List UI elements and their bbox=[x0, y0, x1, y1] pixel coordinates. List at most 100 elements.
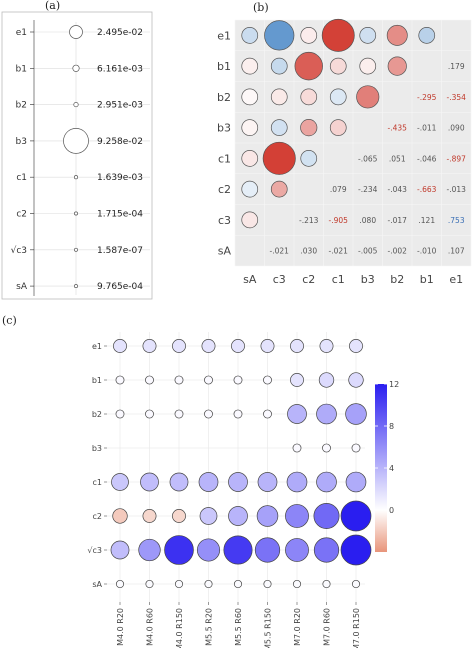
panel-a-row-label: b3 bbox=[16, 137, 27, 147]
panel-c-circle bbox=[110, 540, 130, 560]
panel-b-col-label: b3 bbox=[361, 273, 375, 286]
panel-c-circle bbox=[174, 579, 184, 589]
panel-c-col-label: M7.0 R150 bbox=[352, 608, 361, 648]
panel-c-circle bbox=[196, 538, 221, 562]
panel-b-value: .090 bbox=[448, 124, 465, 133]
panel-a-row-label: b2 bbox=[16, 101, 27, 111]
panel-c-colorbar-label: 8 bbox=[389, 422, 394, 431]
panel-c-circle bbox=[319, 339, 334, 353]
panel-c-circle bbox=[263, 409, 272, 419]
panel-b-value: -.021 bbox=[270, 247, 290, 256]
panel-c-colorbar-label: 12 bbox=[389, 380, 399, 389]
panel-a-value-label: 2.495e-02 bbox=[97, 28, 143, 38]
panel-c-row-label: e1 bbox=[92, 342, 102, 351]
panel-c-circle bbox=[349, 339, 363, 353]
panel-b-col-label: e1 bbox=[449, 273, 463, 286]
panel-c-row-label: c2 bbox=[93, 512, 103, 521]
panel-c: (c) e1 b1 b2 b3 c1 c2 √c3 sA M4.0 R20 M4.0 R60 M4.0… bbox=[2, 314, 399, 648]
panel-c-circle bbox=[201, 339, 216, 353]
panel-b-row-label: c3 bbox=[218, 214, 231, 227]
panel-b-col-label: b1 bbox=[420, 273, 434, 286]
panel-b-value: .030 bbox=[300, 247, 317, 256]
panel-c-circle bbox=[313, 503, 340, 529]
panel-c-circle bbox=[263, 375, 272, 385]
panel-b-circle bbox=[262, 141, 296, 175]
panel-b-value: -.005 bbox=[358, 247, 378, 256]
panel-b: (b) e1 b1 .179 b2 -.295 -.354 b3 -.435 -.011 .090 c… bbox=[217, 1, 472, 286]
panel-b-row-label: c2 bbox=[218, 183, 231, 196]
panel-c-circle bbox=[313, 537, 340, 563]
panel-c-row-label: √c3 bbox=[87, 546, 102, 555]
panel-c-col-label: M7.0 R20 bbox=[293, 608, 302, 646]
panel-a-value-label: 6.161e-03 bbox=[97, 64, 143, 74]
panel-c-circle bbox=[290, 373, 304, 387]
panel-c-circle bbox=[111, 473, 129, 491]
panel-b-value: -.065 bbox=[358, 154, 378, 163]
panel-b-circle bbox=[359, 57, 377, 75]
panel-c-circle bbox=[292, 579, 302, 589]
panel-a-circle bbox=[73, 175, 79, 180]
panel-c-circle bbox=[233, 579, 243, 589]
panel-b-value: -.046 bbox=[417, 154, 437, 163]
panel-c-col-label: M7.0 R60 bbox=[323, 608, 332, 646]
panel-c-row-label: sA bbox=[92, 580, 102, 589]
panel-c-circle bbox=[172, 509, 186, 523]
panel-c-circle bbox=[286, 471, 308, 493]
panel-c-col-label: M5.5 R20 bbox=[205, 608, 214, 646]
panel-c-circle bbox=[228, 472, 248, 492]
panel-c-circle bbox=[254, 537, 281, 563]
panel-b-value: -.010 bbox=[417, 247, 437, 256]
panel-b-circle bbox=[270, 180, 288, 198]
panel-c-circle bbox=[322, 443, 331, 453]
panel-b-value: -.043 bbox=[388, 185, 408, 194]
panel-c-circle bbox=[138, 538, 161, 562]
panel-c-circle bbox=[142, 339, 157, 353]
panel-c-circle bbox=[292, 443, 302, 453]
panel-c-circle bbox=[145, 375, 154, 385]
panel-c-label: (c) bbox=[2, 314, 17, 327]
panel-b-value: -.011 bbox=[417, 124, 437, 133]
panel-a-row-label: sA bbox=[16, 282, 28, 292]
panel-a-value-label: 2.951e-03 bbox=[97, 101, 143, 111]
panel-b-value: -.021 bbox=[329, 247, 349, 256]
panel-a-row-label: b1 bbox=[16, 64, 27, 74]
panel-b-row-label: b2 bbox=[217, 91, 231, 104]
panel-b-value: -.897 bbox=[447, 154, 467, 163]
panel-b-value: .051 bbox=[389, 154, 406, 163]
panel-b-col-label: c2 bbox=[302, 273, 315, 286]
panel-b-col-label: b2 bbox=[390, 273, 404, 286]
panel-c-circle bbox=[348, 372, 364, 388]
panel-c-circle bbox=[316, 403, 337, 425]
panel-b-circle bbox=[241, 88, 259, 106]
panel-c-circle bbox=[345, 471, 367, 493]
panel-a-circle bbox=[69, 25, 83, 39]
panel-a-circle bbox=[74, 284, 78, 289]
panel-c-circle bbox=[164, 535, 194, 565]
panel-c-circle bbox=[115, 375, 125, 385]
panel-b-value: -.905 bbox=[329, 216, 349, 225]
panel-c-circle bbox=[345, 403, 367, 425]
panel-b-col-label: c3 bbox=[273, 273, 286, 286]
panel-a-value-label: 9.258e-02 bbox=[97, 137, 143, 147]
panel-c-circle bbox=[113, 339, 127, 353]
panel-b-value: -.234 bbox=[358, 185, 378, 194]
panel-c-circle bbox=[318, 372, 335, 388]
panel-b-value: -.663 bbox=[417, 185, 437, 194]
panel-b-circle bbox=[329, 57, 347, 75]
panel-b-circle bbox=[264, 20, 295, 51]
panel-a-circle bbox=[74, 247, 78, 252]
panel-b-row-label: c1 bbox=[218, 152, 231, 165]
panel-c-circle bbox=[223, 535, 253, 565]
panel-c-circle bbox=[115, 579, 125, 589]
panel-c-circle bbox=[204, 375, 213, 385]
panel-c-col-label: M5.5 R150 bbox=[264, 608, 273, 648]
panel-a-circle bbox=[63, 128, 89, 154]
panel-c-circle bbox=[290, 339, 304, 353]
panel-a-row-label: c2 bbox=[16, 210, 27, 220]
panel-b-row-label: b3 bbox=[217, 122, 231, 135]
panel-c-col-label: M4.0 R20 bbox=[116, 608, 125, 646]
panel-b-circle bbox=[386, 24, 408, 46]
panel-c-circle bbox=[231, 339, 245, 353]
panel-b-row-label: sA bbox=[218, 245, 232, 258]
panel-a-circle bbox=[73, 102, 79, 108]
